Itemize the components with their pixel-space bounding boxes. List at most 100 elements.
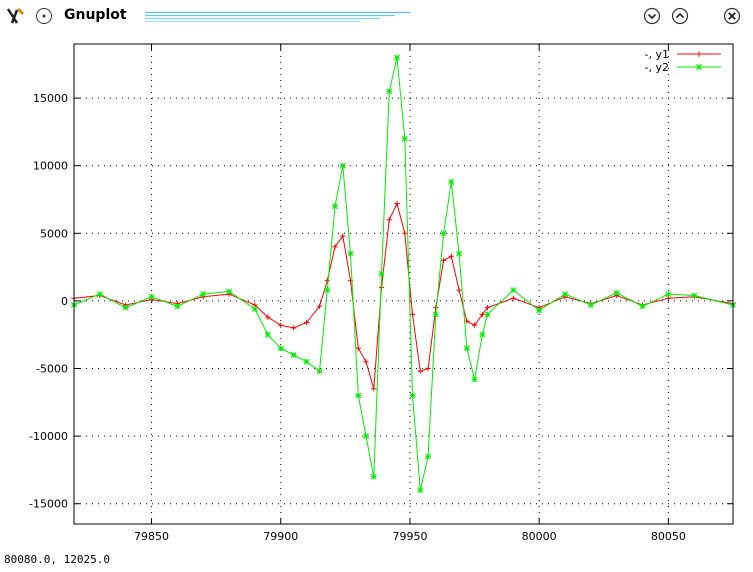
series-1-point	[409, 311, 416, 318]
window-titlebar: Gnuplot	[0, 0, 753, 32]
x-tick-label: 79850	[134, 530, 169, 543]
series-1-point	[479, 311, 485, 318]
y-tick-label: 10000	[33, 160, 68, 173]
series-2-point	[264, 331, 271, 338]
series-2-point	[440, 230, 447, 237]
series-layer	[71, 54, 736, 494]
series-2-point	[378, 270, 385, 277]
series-2	[71, 54, 736, 494]
legend-marker	[696, 51, 702, 57]
series-2-point	[691, 292, 698, 299]
close-icon[interactable]	[723, 7, 741, 25]
series-2-point	[339, 162, 346, 169]
series-2-point	[409, 392, 416, 399]
x-tick-label: 79950	[392, 530, 427, 543]
series-2-point	[484, 311, 491, 318]
series-1-point	[363, 359, 369, 365]
series-1-point	[278, 322, 284, 328]
series-2-point	[277, 345, 284, 352]
y-tick-label: 5000	[40, 227, 68, 240]
series-2-point	[303, 358, 310, 365]
legend-label: -, y1	[645, 48, 669, 61]
series-2-point	[471, 376, 478, 383]
series-1-point	[316, 303, 323, 309]
series-1-point	[340, 233, 346, 239]
series-2-point	[316, 368, 323, 375]
y-tick-label: -10000	[29, 430, 68, 443]
x-tick-label: 80000	[522, 530, 557, 543]
series-2-point	[226, 288, 233, 295]
x-tick-label: 79900	[263, 530, 298, 543]
series-1-point	[291, 325, 297, 331]
series-1-point	[332, 244, 338, 250]
series-1-point	[484, 305, 491, 311]
series-1-point	[303, 319, 310, 326]
series-2-point	[251, 306, 258, 312]
series-2-point	[96, 291, 103, 298]
series-1-point	[386, 217, 392, 223]
series-2-point	[613, 289, 620, 296]
series-2-point	[363, 433, 369, 440]
legend: -, y1-, y2	[645, 48, 721, 74]
series-1-point	[324, 278, 330, 284]
maximize-icon[interactable]	[671, 7, 689, 25]
plot-frame	[73, 43, 734, 525]
series-2-point	[448, 178, 455, 185]
series-2-line	[73, 57, 734, 491]
x-tick-label: 80050	[651, 530, 686, 543]
legend-marker	[696, 64, 702, 70]
series-2-point	[432, 311, 439, 318]
series-2-point	[200, 291, 207, 298]
series-2-point	[386, 88, 393, 95]
series-1-point	[471, 322, 478, 328]
gnuplot-app-icon[interactable]	[6, 7, 26, 25]
series-1	[71, 200, 736, 392]
series-1-point	[402, 230, 408, 236]
series-2-point	[536, 307, 543, 314]
series-2-point	[401, 135, 408, 142]
y-tick-label: 15000	[33, 92, 68, 105]
series-2-point	[370, 473, 377, 480]
series-2-point	[417, 487, 424, 494]
series-2-point	[562, 291, 568, 298]
series-2-point	[355, 392, 362, 399]
series-2-point	[639, 303, 646, 310]
cursor-coordinates: 80080.0, 12025.0	[4, 553, 110, 566]
series-1-point	[265, 314, 271, 320]
series-2-point	[665, 291, 672, 298]
series-2-point	[332, 203, 338, 210]
series-1-point	[448, 253, 454, 259]
series-2-point	[479, 331, 486, 338]
series-1-point	[355, 345, 361, 351]
series-1-point	[371, 386, 377, 392]
series-2-point	[456, 250, 463, 257]
legend-label: -, y2	[645, 61, 669, 74]
plot-area[interactable]: 79850 79900 79950 80000 80050 -15000 -10000 -50…	[0, 32, 753, 550]
series-1-point	[440, 257, 447, 263]
series-2-point	[347, 250, 354, 257]
series-1-line	[73, 202, 734, 389]
y-tick-label: -5000	[36, 363, 68, 376]
series-2-point	[148, 293, 155, 300]
series-2-point	[122, 304, 129, 311]
y-tick-label: 0	[61, 295, 68, 308]
y-tick-label: -15000	[29, 498, 68, 511]
series-2-point	[324, 287, 331, 294]
minimize-icon[interactable]	[643, 7, 661, 25]
series-2-point	[463, 345, 470, 352]
titlebar-decoration	[145, 11, 410, 23]
series-1-point	[417, 368, 423, 374]
series-1-point	[510, 295, 516, 301]
series-2-point	[510, 287, 517, 294]
window-menu-icon[interactable]	[35, 7, 53, 25]
series-1-point	[394, 200, 400, 207]
series-1-point	[425, 365, 431, 372]
series-2-point	[394, 54, 400, 61]
window-title: Gnuplot	[64, 7, 127, 23]
series-1-point	[456, 287, 462, 293]
grid	[74, 44, 733, 524]
series-2-point	[425, 453, 432, 460]
axis-ticks: 79850 79900 79950 80000 80050 -15000 -10000 -50…	[29, 44, 733, 543]
series-2-point	[587, 302, 594, 308]
series-2-point	[174, 303, 181, 310]
